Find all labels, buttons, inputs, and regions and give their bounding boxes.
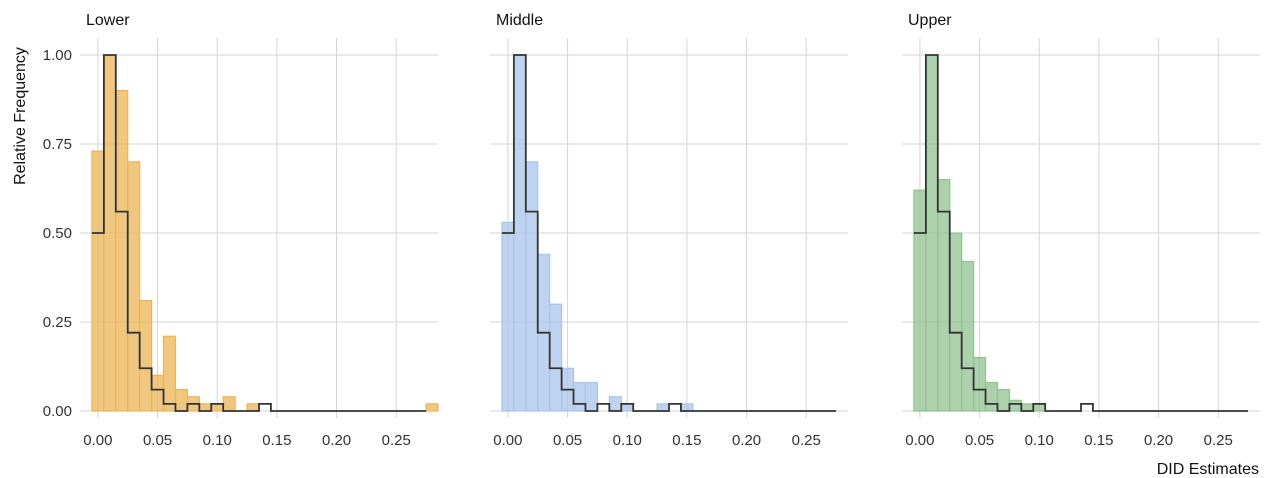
bar-middle-6 [572, 381, 587, 412]
bars-layer [91, 54, 1046, 412]
y-axis-title: Relative Frequency [12, 47, 29, 185]
bar-lower-1 [103, 54, 117, 412]
x-tick-label-lower-1: 0.05 [143, 432, 172, 449]
x-tick-label-middle-1: 0.05 [553, 432, 582, 449]
x-tick-label-lower-2: 0.10 [203, 432, 232, 449]
bar-lower-13 [246, 403, 260, 412]
grid-layer [80, 38, 1260, 418]
x-tick-label-middle-5: 0.25 [792, 432, 821, 449]
bar-lower-28 [425, 403, 439, 412]
x-tick-label-middle-0: 0.00 [493, 432, 522, 449]
bar-lower-6 [162, 335, 177, 412]
bar-upper-7 [996, 389, 1011, 412]
bar-upper-9 [1020, 403, 1034, 412]
bar-upper-5 [972, 357, 987, 412]
bar-upper-10 [1032, 403, 1046, 412]
x-tick-label-upper-5: 0.25 [1204, 432, 1233, 449]
bar-middle-2 [525, 161, 539, 412]
x-tick-label-lower-5: 0.25 [382, 432, 411, 449]
bar-middle-1 [513, 54, 527, 412]
bar-upper-3 [949, 232, 963, 412]
bar-middle-10 [620, 403, 634, 412]
y-tick-label-2: 0.50 [43, 225, 72, 242]
bar-upper-4 [961, 260, 975, 412]
facet-title-middle: Middle [496, 12, 543, 29]
x-tick-label-middle-4: 0.20 [732, 432, 761, 449]
x-tick-label-upper-0: 0.00 [905, 432, 934, 449]
bar-lower-4 [139, 300, 153, 412]
facet-title-lower: Lower [86, 12, 130, 29]
x-tick-label-upper-2: 0.10 [1025, 432, 1054, 449]
bar-lower-3 [127, 161, 141, 412]
label-layer: Lower 0.00 0.05 0.10 0.15 0.20 0.25 Middle 0.00 0… [43, 12, 1233, 449]
bar-lower-5 [151, 374, 165, 412]
bar-upper-2 [937, 179, 951, 412]
bar-lower-0 [91, 150, 105, 412]
bar-middle-0 [501, 221, 515, 412]
x-tick-label-lower-4: 0.20 [322, 432, 351, 449]
step-line-upper [913, 54, 1249, 412]
x-tick-label-middle-2: 0.10 [613, 432, 642, 449]
bar-lower-7 [174, 389, 188, 412]
facet-title-upper: Upper [908, 12, 952, 29]
x-tick-label-upper-1: 0.05 [965, 432, 994, 449]
bar-lower-2 [115, 89, 129, 412]
bar-middle-15 [680, 403, 694, 412]
bar-lower-10 [210, 403, 224, 412]
step-line-middle [501, 54, 837, 412]
bar-lower-9 [198, 403, 212, 412]
bar-middle-4 [549, 303, 563, 412]
x-tick-label-lower-0: 0.00 [83, 432, 112, 449]
step-layer [91, 54, 1249, 412]
bar-middle-13 [656, 403, 670, 412]
y-tick-label-1: 0.25 [43, 314, 72, 331]
bar-middle-9 [608, 396, 622, 412]
x-tick-label-lower-3: 0.15 [262, 432, 291, 449]
bar-lower-11 [222, 396, 236, 412]
step-line-lower [91, 54, 427, 412]
x-tick-label-upper-3: 0.15 [1084, 432, 1113, 449]
y-tick-label-3: 0.75 [43, 136, 72, 153]
x-tick-label-middle-3: 0.15 [672, 432, 701, 449]
bar-middle-7 [584, 381, 599, 412]
bar-upper-8 [1008, 399, 1022, 412]
x-tick-label-upper-4: 0.20 [1144, 432, 1173, 449]
bar-upper-6 [984, 381, 999, 412]
x-axis-title: DID Estimates [1157, 461, 1259, 478]
bar-upper-0 [913, 189, 927, 412]
bar-upper-1 [925, 54, 939, 412]
y-tick-label-4: 1.00 [43, 47, 72, 64]
y-tick-label-0: 0.00 [43, 403, 72, 420]
